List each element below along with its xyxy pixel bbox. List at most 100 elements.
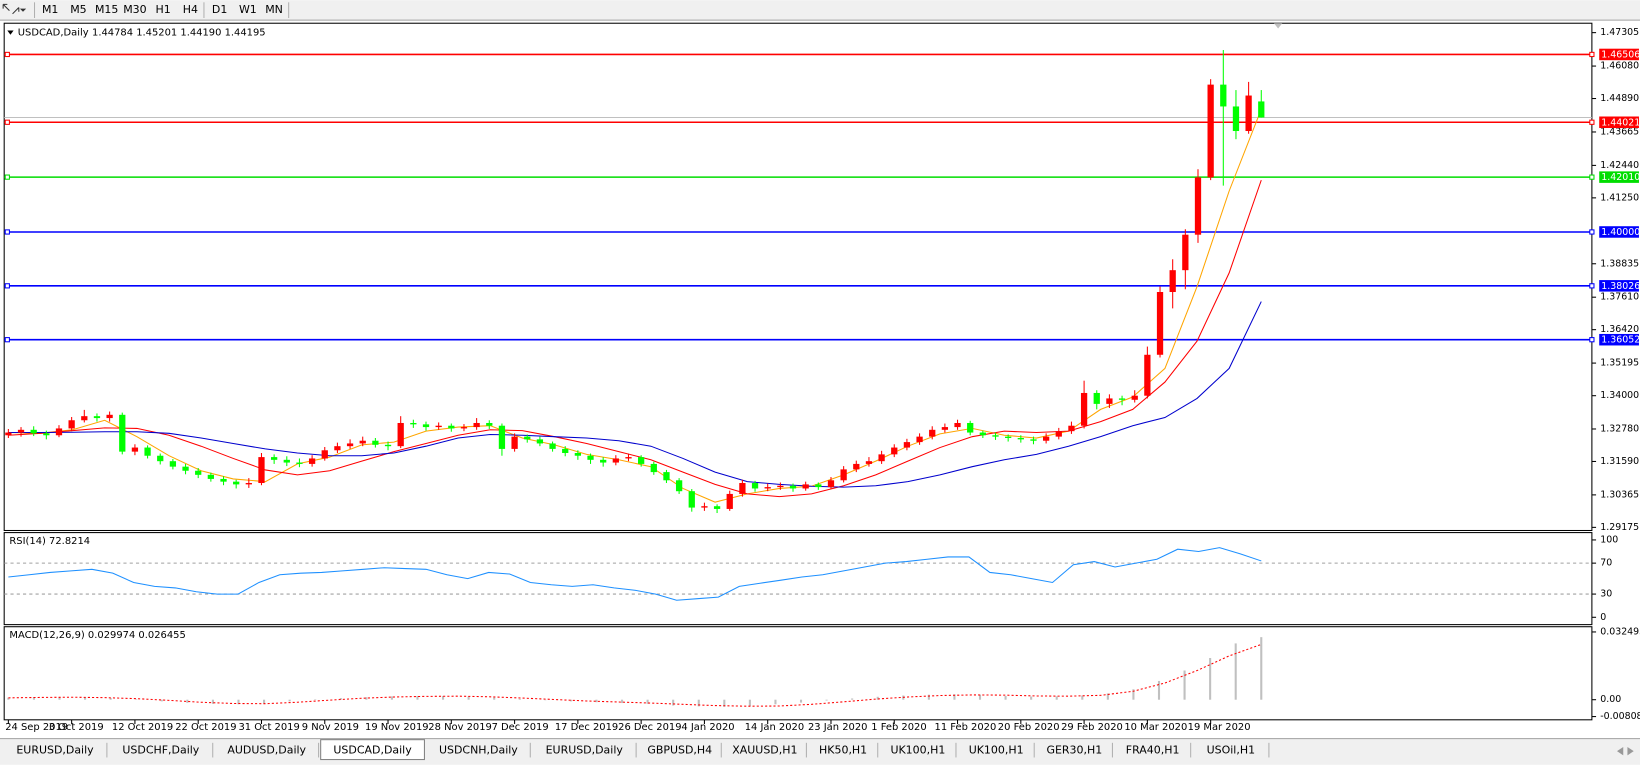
tab-label[interactable]: EURUSD,Daily [16,744,94,757]
y-tick-label: 1.47305 [1600,27,1639,38]
candle-body [106,414,113,419]
level-anchor[interactable] [1589,51,1595,58]
tab-label[interactable]: USDCHF,Daily [122,744,199,757]
timeframe-button[interactable]: M5 [70,3,86,16]
timeframe-button[interactable]: W1 [239,3,257,16]
level-anchor[interactable] [4,174,10,180]
chart-panel: 100 70 30 0 RSI(14) 72.8214 [3,532,1618,626]
tab-label[interactable]: GBPUSD,H4 [647,744,712,757]
chart-panel: 1.47305 1.46080 1.44890 1.43665 1.42440 1.412… [3,22,1640,733]
x-tick-label: 7 Dec 2019 [492,722,549,733]
macd-histogram-bar [186,699,189,703]
x-tick-label: 1 Feb 2020 [871,722,926,733]
tab-label[interactable]: USOil,H1 [1207,744,1255,757]
macd-histogram-bar [748,699,751,706]
candle-body [448,425,455,429]
tab-label[interactable]: AUDUSD,Daily [227,744,306,757]
toolbar-icon[interactable] [2,3,20,15]
candle-body [81,416,88,421]
timeframe-button[interactable]: M1 [42,3,58,16]
x-tick-label: 9 Nov 2019 [302,722,359,733]
x-tick-label: 26 Dec 2019 [618,722,681,733]
tab-label[interactable]: UK100,H1 [969,744,1024,757]
candle-body [562,448,569,454]
tab-label[interactable]: HK50,H1 [819,744,867,757]
macd-histogram-bar [1081,695,1084,700]
macd-histogram-bar [978,694,982,700]
timeframe-button[interactable]: M15 [95,3,118,16]
timeframe-button[interactable]: MN [265,3,283,16]
candle-body [43,433,50,436]
macd-histogram-bar [442,695,445,700]
tab-active[interactable] [320,739,425,761]
shift-marker [1273,23,1283,29]
level-anchor[interactable] [4,283,10,289]
level-price-label: 1.42010 [1601,172,1640,183]
macd-histogram-bar [672,699,675,706]
tab-label[interactable]: XAUUSD,H1 [732,744,797,757]
tab-label[interactable]: EURUSD,Daily [546,744,624,757]
candle-body [283,459,290,463]
level-anchor[interactable] [1589,174,1595,180]
level-anchor[interactable] [4,119,10,125]
macd-histogram-bar [1004,695,1007,700]
candle-body [1093,392,1100,404]
y-tick-label: 0 [1600,612,1606,623]
macd-histogram-bar [365,697,368,700]
candle-body [1042,436,1050,441]
candle-body [410,422,417,425]
candle-body [182,466,189,471]
candle-body [486,422,493,426]
timeframe-button[interactable]: H1 [156,3,171,16]
macd-histogram-bar [211,699,214,704]
candle-body [17,429,25,433]
macd-histogram-bar [544,699,547,701]
level-anchor[interactable] [1589,229,1595,235]
macd-histogram-bar [1234,643,1237,700]
y-tick-label: 1.41250 [1600,192,1639,203]
level-anchor[interactable] [4,337,10,343]
timeframe-button[interactable]: H4 [183,3,198,16]
candle-body [992,435,999,437]
candle-body [587,455,594,460]
candle-body [334,446,341,451]
tab-scroll-left[interactable] [1616,747,1624,756]
candle-body [1030,439,1037,441]
y-tick-label: 30 [1600,589,1612,600]
level-anchor[interactable] [4,51,10,58]
level-price-box [1599,333,1639,346]
tab-label[interactable]: GER30,H1 [1047,744,1103,757]
x-tick-label: 12 Oct 2019 [112,722,173,733]
level-price-label: 1.44021 [1601,117,1640,128]
level-anchor[interactable] [1589,119,1595,125]
tab-label[interactable]: UK100,H1 [890,744,945,757]
toolbar-dropdown[interactable] [19,8,27,12]
tab-label[interactable]: FRA40,H1 [1126,744,1180,757]
candle-body [1245,95,1252,132]
candle-body [1194,177,1202,235]
timeframe-button[interactable]: D1 [212,3,227,16]
level-anchor[interactable] [4,229,10,235]
tab-label[interactable]: USDCNH,Daily [439,744,518,757]
candle-body [1207,84,1214,178]
candle-body [473,422,480,428]
macd-histogram-bar [32,697,35,700]
candle-body [967,422,974,433]
timeframe-button[interactable]: M30 [123,3,146,16]
tab-bar-bg [0,738,1640,765]
tab-scroll-right[interactable] [1627,747,1634,756]
tab-label[interactable]: USDCAD,Daily [333,744,412,757]
level-anchor[interactable] [1589,283,1595,289]
x-tick-label: 22 Oct 2019 [175,722,236,733]
candle-body [296,462,303,464]
level-anchor[interactable] [1589,337,1595,343]
y-tick-label: 1.36420 [1600,324,1639,335]
macd-histogram-bar [135,699,138,700]
moving-average [8,179,1262,498]
candle-body [549,443,556,449]
y-tick-label: 1.38835 [1600,258,1639,269]
moving-average [8,301,1262,488]
candle-body [903,442,911,448]
x-tick-label: 28 Nov 2019 [428,722,492,733]
